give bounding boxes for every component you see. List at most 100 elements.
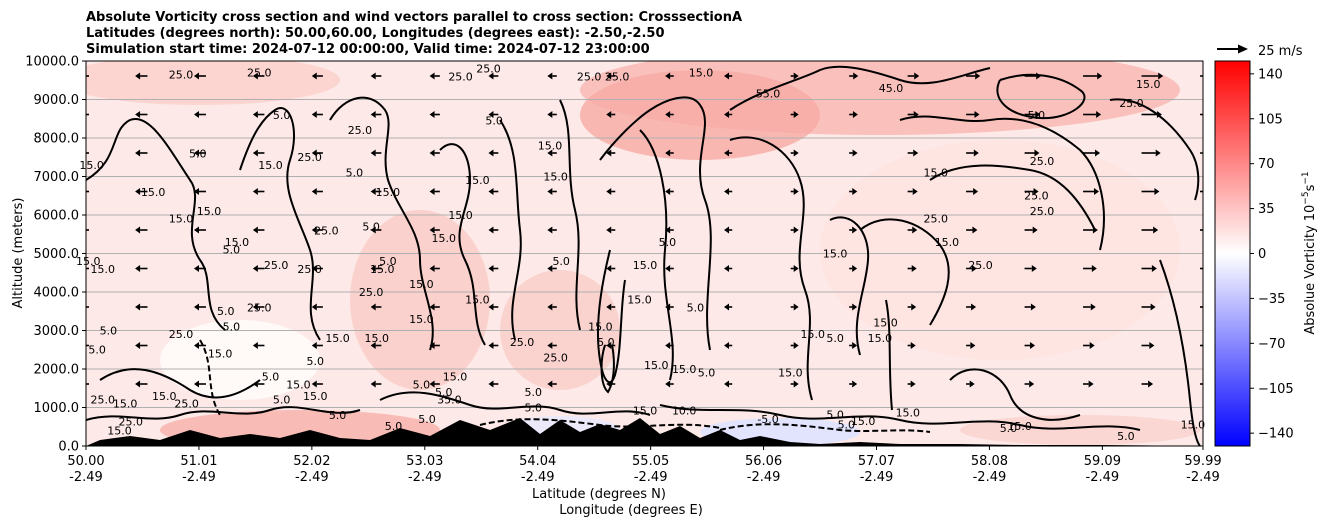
x-tick-label-lon: -2.49 xyxy=(408,470,442,485)
wind-vector-arrowhead-icon xyxy=(793,72,799,80)
wind-vector-arrowhead-icon xyxy=(1158,72,1164,80)
contour-label: 25.0 xyxy=(448,70,473,83)
wind-vector-arrowhead-icon xyxy=(724,188,730,195)
y-tick-label: 7000.0 xyxy=(34,170,80,185)
colorbar: 140 105 70 35 0 −35 −70 −105 −140 Absolue Vortic… xyxy=(1214,60,1318,447)
colorbar-tick-label: 0 xyxy=(1258,247,1266,262)
wind-vector-arrowhead-icon xyxy=(547,303,553,311)
contour-label: 25.0 xyxy=(247,66,272,79)
wind-vector-arrowhead-icon xyxy=(911,265,917,272)
wind-vector-arrowhead-icon xyxy=(76,150,81,157)
contour-label: 25.0 xyxy=(264,259,289,272)
x-tick-label-lon: -2.49 xyxy=(1086,470,1120,485)
wind-vector-arrowhead-icon xyxy=(488,342,494,349)
colorbar-tick-label: −105 xyxy=(1258,382,1294,397)
contour-label: 15.0 xyxy=(258,159,283,172)
contour-label: 5.0 xyxy=(1000,422,1018,435)
x-tick-label-lon: -2.49 xyxy=(973,470,1007,485)
wind-vector-arrowhead-icon xyxy=(1032,226,1038,234)
wind-vector-arrowhead-icon xyxy=(429,188,435,195)
wind-vector-arrowhead-icon xyxy=(665,342,671,349)
wind-vector-arrowhead-icon xyxy=(311,226,317,234)
wind-vector-arrowhead-icon xyxy=(1034,149,1040,157)
wind-vector-arrowhead-icon xyxy=(1148,380,1154,388)
contour-line xyxy=(829,216,870,356)
contour-label: 25.0 xyxy=(1119,97,1144,110)
wind-vector-arrowhead-icon xyxy=(852,342,858,349)
contour-label: 25.0 xyxy=(476,63,501,76)
wind-vector-arrowhead-icon xyxy=(1030,342,1036,349)
wind-vector-arrowhead-icon xyxy=(547,149,553,157)
y-tick-label: 9000.0 xyxy=(34,93,80,108)
contour-label: 15.0 xyxy=(689,66,714,79)
x-tick-label-lat: 56.06 xyxy=(745,454,782,469)
contour-label: 15.0 xyxy=(169,213,194,226)
wind-vector-arrowhead-icon xyxy=(1149,342,1155,349)
x-tick-label-lat: 59.09 xyxy=(1084,454,1121,469)
wind-vector-arrowhead-icon xyxy=(135,149,141,157)
contour-label: 25.0 xyxy=(348,124,373,137)
contour-label: 5.0 xyxy=(524,386,542,399)
contour-label: 5.0 xyxy=(329,409,347,422)
wind-vector-arrowhead-icon xyxy=(971,303,977,311)
wind-vector-arrowhead-icon xyxy=(547,265,553,272)
x-tick-label-lat: 58.08 xyxy=(971,454,1008,469)
wind-vector-arrowhead-icon xyxy=(135,380,141,388)
wind-vector-arrowhead-icon xyxy=(913,149,919,157)
contour-label: 15.0 xyxy=(465,174,490,187)
wind-vector-arrowhead-icon xyxy=(76,227,81,234)
wind-vector-arrowhead-icon xyxy=(793,188,799,195)
x-axis-label-latitude: Latitude (degrees N) xyxy=(532,487,666,502)
y-tick-label: 8000.0 xyxy=(34,132,80,147)
wind-vector-arrowhead-icon xyxy=(193,188,199,195)
wind-vector-arrowhead-icon xyxy=(1097,72,1103,80)
wind-vector-arrowhead-icon xyxy=(135,72,141,80)
wind-vector-arrowhead-icon xyxy=(429,149,435,157)
contour-label: 5.0 xyxy=(100,324,118,337)
contour-label: 15.0 xyxy=(141,186,166,199)
contour-label: 25.0 xyxy=(1030,155,1055,168)
contour-label: 5.0 xyxy=(838,419,856,432)
x-tick-label-lat: 57.07 xyxy=(858,454,895,469)
wind-vector-arrowhead-icon xyxy=(488,188,494,195)
wind-vector-arrowhead-icon xyxy=(252,149,258,157)
contour-label: 15.0 xyxy=(448,209,473,222)
contour-line xyxy=(949,368,1081,421)
contour-label: 5.0 xyxy=(273,394,291,407)
wind-vector-arrowhead-icon xyxy=(135,226,141,234)
contour-label: 15.0 xyxy=(208,347,233,360)
wind-vector-arrowhead-icon xyxy=(793,303,799,311)
x-tick-label-lon: -2.49 xyxy=(634,470,668,485)
wind-vector-arrowhead-icon xyxy=(429,226,435,234)
wind-vector-arrowhead-icon xyxy=(429,303,435,311)
wind-vector-arrowhead-icon xyxy=(193,226,199,234)
contour-label: 5.0 xyxy=(597,336,615,349)
wind-vector-arrowhead-icon xyxy=(135,303,141,311)
wind-vector-arrowhead-icon xyxy=(311,265,317,272)
contour-label: 15.0 xyxy=(1007,420,1032,433)
wind-vector-arrowhead-icon xyxy=(429,265,435,272)
wind-vector-arrowhead-icon xyxy=(547,188,553,195)
vorticity-patch-surface-negative xyxy=(700,418,860,446)
wind-vector-arrowhead-icon xyxy=(606,380,612,388)
colorbar-label: Absolue Vorticity 10−5s−1 xyxy=(1301,171,1318,334)
contour-label: 25.0 xyxy=(91,394,116,407)
wind-vector-arrowhead-icon xyxy=(135,265,141,272)
contour-label: 15.0 xyxy=(197,205,222,218)
wind-vector-arrowhead-icon xyxy=(311,380,317,388)
wind-vector-arrowhead-icon xyxy=(193,111,199,118)
contour-label: 15.0 xyxy=(286,378,311,391)
contour-line xyxy=(885,299,893,411)
wind-vector-arrowhead-icon xyxy=(1093,188,1099,195)
wind-vector-arrowhead-icon xyxy=(311,72,317,80)
terrain-silhouette xyxy=(86,418,1203,446)
contour-label: 15.0 xyxy=(443,371,468,384)
wind-vector-arrowhead-icon xyxy=(793,380,799,388)
contour-label: 25.0 xyxy=(1024,190,1049,203)
x-axis: 50.00-2.4951.01-2.4952.02-2.4953.03-2.49… xyxy=(67,446,1222,485)
contour-label: 15.0 xyxy=(91,263,116,276)
x-tick-label-lat: 59.99 xyxy=(1184,454,1221,469)
wind-vector-arrowhead-icon xyxy=(429,342,435,349)
contour-label: 15.0 xyxy=(152,390,177,403)
contour-label: 5.0 xyxy=(826,408,844,421)
